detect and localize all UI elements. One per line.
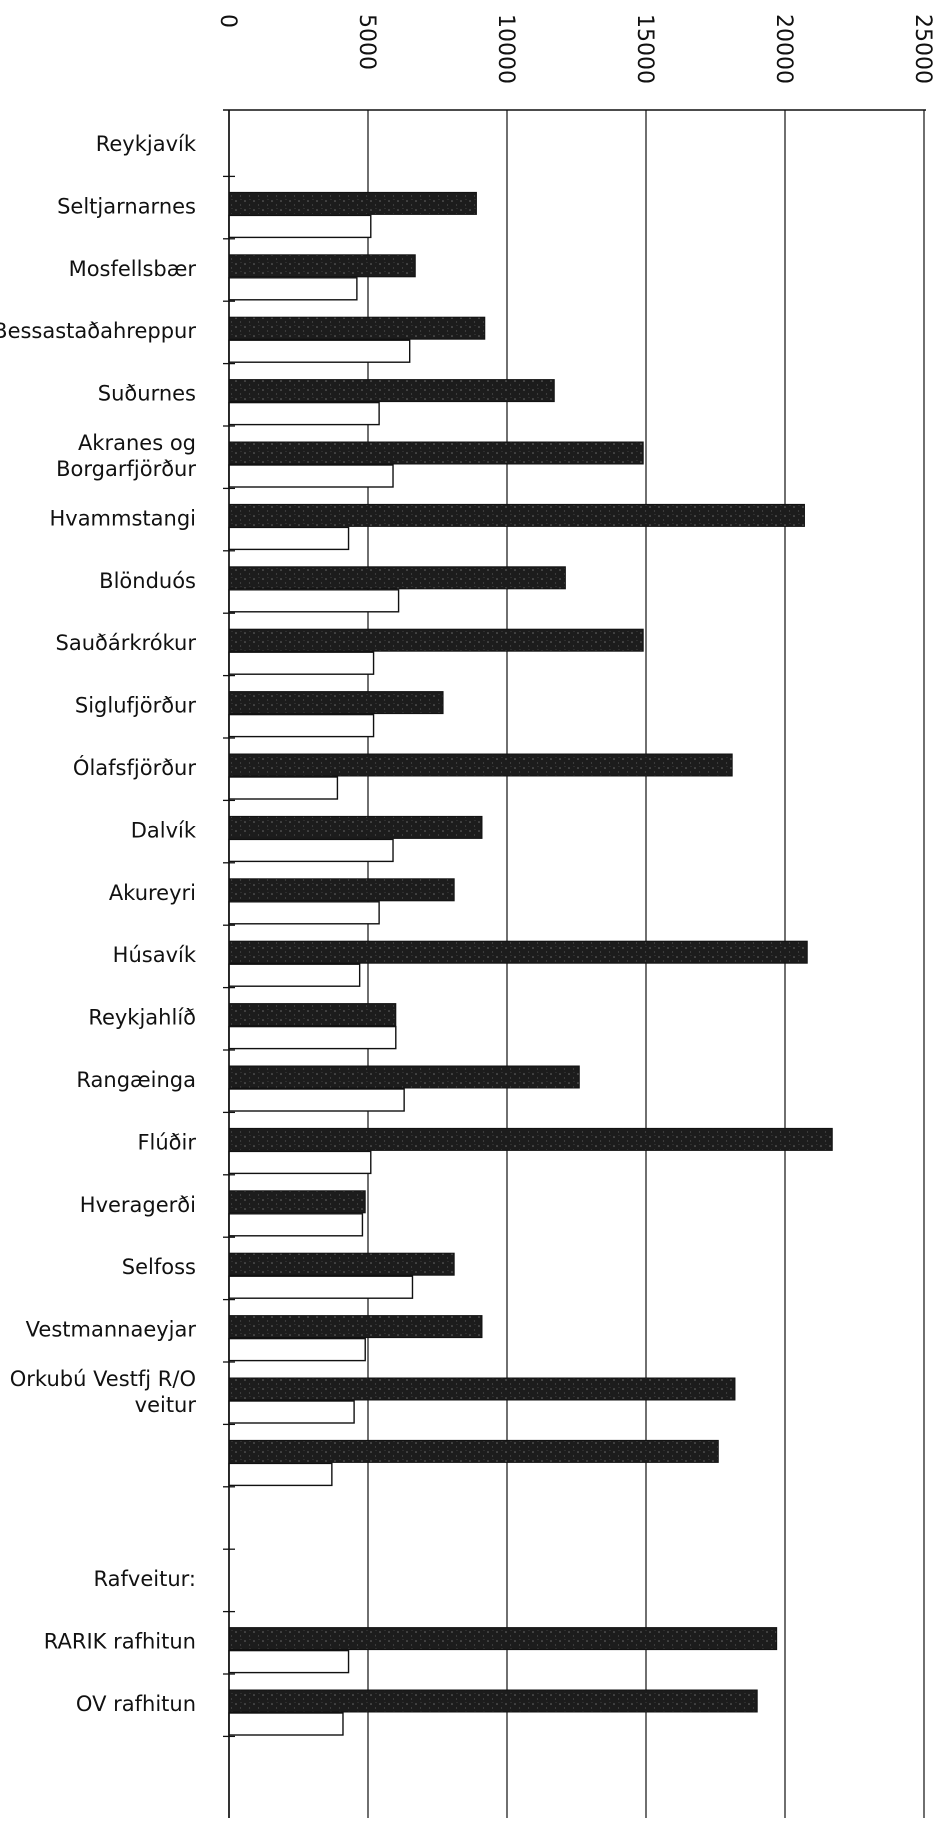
bar-dark xyxy=(228,566,566,590)
category-label: Bessastaðahreppur xyxy=(0,319,196,343)
tick-label-25000: 25000 xyxy=(910,14,935,84)
category-label: Suðurnes xyxy=(98,382,196,406)
category-label: Rangæinga xyxy=(76,1068,196,1092)
bar-dark xyxy=(228,1689,758,1713)
tick-label-20000: 20000 xyxy=(771,14,796,84)
bar-light xyxy=(228,1025,397,1050)
bar-light xyxy=(228,1337,366,1362)
bar-light xyxy=(228,1275,414,1299)
bar-dark xyxy=(228,191,477,215)
axes xyxy=(223,109,926,1818)
category-label: Húsavík xyxy=(113,943,197,967)
category-label: Rafveitur: xyxy=(94,1567,196,1591)
bars xyxy=(228,191,833,1736)
category-label: Dalvík xyxy=(131,818,197,842)
bar-dark xyxy=(228,815,483,839)
category-label: Flúðir xyxy=(137,1130,196,1154)
category-label: Seltjarnarnes xyxy=(57,194,196,218)
bar-dark xyxy=(228,1377,736,1401)
bar-dark xyxy=(228,940,808,964)
bar-dark xyxy=(228,691,444,715)
bar-dark xyxy=(228,1627,778,1651)
bar-dark xyxy=(228,503,805,527)
bar-light xyxy=(228,339,411,363)
category-label: Reykjavík xyxy=(96,132,197,156)
bar-light xyxy=(228,1712,344,1736)
bar-dark xyxy=(228,379,555,403)
bar-light xyxy=(228,713,375,738)
category-label: Reykjahlíð xyxy=(88,1006,196,1030)
category-label: Hvammstangi xyxy=(49,506,196,530)
bar-light xyxy=(228,277,358,301)
tick-label-15000: 15000 xyxy=(632,14,657,84)
category-label: RARIK rafhitun xyxy=(44,1630,196,1654)
bar-dark xyxy=(228,1003,397,1027)
bar-light xyxy=(228,589,400,613)
category-label: Hveragerði xyxy=(80,1193,196,1217)
bar-light xyxy=(228,1213,364,1237)
bar-dark xyxy=(228,441,644,465)
tick-label-10000: 10000 xyxy=(493,14,518,84)
category-label: Borgarfjörður xyxy=(56,457,196,481)
bar-light xyxy=(228,1462,333,1487)
bar-dark xyxy=(228,753,733,777)
bar-light xyxy=(228,401,380,426)
bar-dark xyxy=(228,1065,580,1089)
category-label: Vestmannaeyjar xyxy=(26,1318,197,1342)
bar-light xyxy=(228,1400,355,1424)
category-label: Orkubú Vestfj R/O xyxy=(10,1367,196,1391)
bar-dark xyxy=(228,1439,719,1463)
category-label: Selfoss xyxy=(122,1255,196,1279)
bar-light xyxy=(228,901,380,925)
bar-dark xyxy=(228,1127,833,1151)
bar-light xyxy=(228,1088,405,1112)
category-label: Blönduós xyxy=(99,569,196,593)
bar-light xyxy=(228,651,375,675)
category-labels: Reykjavík Seltjarnarnes Mosfellsbær Bessast… xyxy=(0,132,197,1716)
bar-light xyxy=(228,776,339,800)
bar-light xyxy=(228,1150,372,1175)
bar-dark xyxy=(228,316,486,340)
bar-dark xyxy=(228,628,644,652)
bar-light xyxy=(228,1649,350,1674)
category-label: Mosfellsbær xyxy=(69,257,197,281)
bar-dark xyxy=(228,878,455,902)
category-label: OV rafhitun xyxy=(76,1692,196,1716)
bar-light xyxy=(228,464,394,488)
bar-light xyxy=(228,838,394,863)
category-label: veitur xyxy=(135,1393,197,1417)
category-label: Akranes og xyxy=(78,431,196,455)
bar-dark xyxy=(228,254,416,278)
bar-light xyxy=(228,963,361,987)
bar-dark xyxy=(228,1190,366,1214)
bar-dark xyxy=(228,1252,455,1276)
category-label: Sauðárkrókur xyxy=(56,631,197,655)
tick-label-0: 0 xyxy=(215,14,240,28)
category-label: Siglufjörður xyxy=(75,694,197,718)
tick-label-5000: 5000 xyxy=(354,14,379,70)
category-label: Ólafsfjörður xyxy=(73,755,196,780)
bar-light xyxy=(228,526,350,551)
bar-dark xyxy=(228,1315,483,1339)
x-axis-ticks: 0 5000 10000 15000 20000 25000 xyxy=(215,14,935,84)
bar-light xyxy=(228,214,372,239)
category-label: Akureyri xyxy=(109,881,196,905)
